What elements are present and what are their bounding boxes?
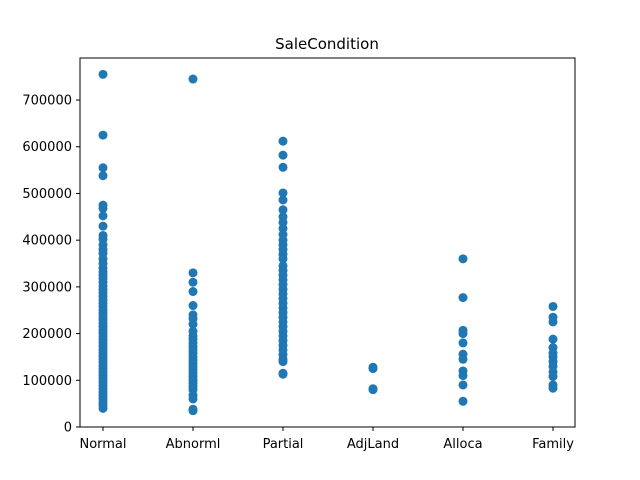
data-point-normal [98, 211, 108, 221]
data-point-alloca [458, 371, 468, 381]
y-tick-label: 100000 [22, 374, 72, 389]
data-point-partial [278, 136, 288, 146]
data-point-abnorml [188, 319, 198, 329]
data-point-partial [278, 150, 288, 160]
data-point-adjland [368, 364, 378, 374]
data-point-partial [278, 205, 288, 215]
x-tick-label-partial: Partial [263, 437, 304, 452]
y-tick-label: 400000 [22, 234, 72, 249]
data-point-family [548, 301, 558, 311]
data-point-abnorml [188, 301, 198, 311]
data-point-abnorml [188, 277, 198, 287]
data-point-normal [98, 69, 108, 79]
data-point-alloca [458, 329, 468, 339]
x-tick-label-normal: Normal [79, 437, 126, 452]
data-point-abnorml [188, 74, 198, 84]
data-point-alloca [458, 380, 468, 390]
plot-area-frame [79, 57, 576, 428]
data-point-partial [278, 162, 288, 172]
data-point-partial [278, 188, 288, 198]
data-point-abnorml [188, 406, 198, 416]
y-tick-label: 600000 [22, 140, 72, 155]
data-point-abnorml [188, 394, 198, 404]
data-point-normal [98, 163, 108, 173]
data-point-abnorml [188, 287, 198, 297]
y-axis-ticks: 0 100000 200000 300000 400000 500000 600000 700… [22, 94, 80, 436]
data-point-family [548, 334, 558, 344]
chart-title: SaleCondition [275, 35, 379, 53]
data-point-alloca [458, 293, 468, 303]
data-point-normal [98, 203, 108, 213]
data-point-family [548, 372, 558, 382]
y-tick-label: 0 [64, 421, 72, 436]
data-point-family [548, 317, 558, 327]
x-tick-label-abnorml: Abnorml [166, 437, 221, 452]
data-point-normal [98, 130, 108, 140]
data-point-normal [98, 221, 108, 231]
data-points [98, 69, 558, 416]
data-point-partial [278, 369, 288, 379]
data-point-alloca [458, 338, 468, 348]
data-point-normal [98, 171, 108, 181]
x-tick-label-alloca: Alloca [443, 437, 482, 452]
data-point-partial [278, 195, 288, 205]
x-axis-ticks: Normal Abnorml Partial AdjLand Alloca Family [79, 427, 574, 452]
y-tick-label: 300000 [22, 280, 72, 295]
y-tick-label: 200000 [22, 327, 72, 342]
data-point-alloca [458, 396, 468, 406]
data-point-alloca [458, 254, 468, 264]
x-tick-label-family: Family [532, 437, 574, 452]
data-point-abnorml [188, 268, 198, 278]
data-point-adjland [368, 385, 378, 395]
data-point-partial [278, 254, 288, 264]
data-point-normal [98, 403, 108, 413]
x-tick-label-adjland: AdjLand [347, 437, 399, 452]
y-tick-label: 700000 [22, 94, 72, 109]
data-point-alloca [458, 354, 468, 364]
y-tick-label: 500000 [22, 187, 72, 202]
data-point-family [548, 383, 558, 393]
data-point-partial [278, 357, 288, 367]
